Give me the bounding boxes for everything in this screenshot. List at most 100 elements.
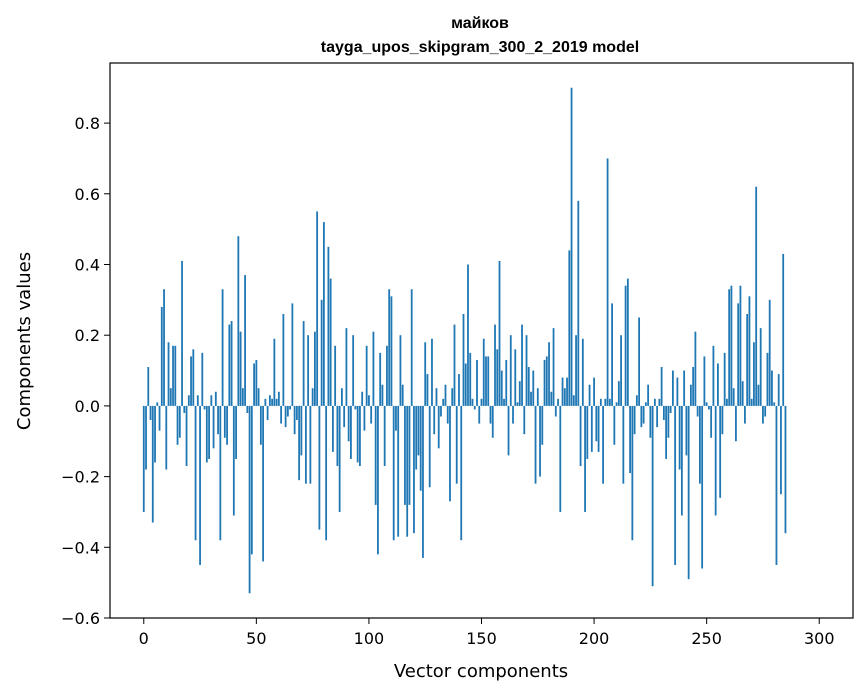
bar — [169, 388, 172, 406]
bar — [174, 345, 177, 406]
bar — [145, 405, 147, 470]
bar — [237, 236, 240, 406]
bar — [417, 405, 420, 456]
bar — [372, 331, 375, 406]
bar — [640, 405, 643, 428]
bar — [530, 391, 532, 406]
bar — [343, 405, 346, 428]
bar — [359, 405, 361, 466]
bar — [399, 335, 402, 406]
bar — [581, 338, 584, 406]
bar — [638, 317, 641, 406]
bar — [419, 405, 422, 491]
bar — [613, 405, 616, 445]
bar — [728, 289, 731, 406]
bar — [775, 405, 778, 565]
x-tick-label: 300 — [804, 629, 835, 648]
bar — [154, 405, 156, 463]
bar — [246, 405, 249, 413]
bar — [437, 405, 440, 449]
bar — [622, 405, 625, 484]
bar — [262, 405, 264, 562]
bar — [282, 313, 285, 406]
bar — [404, 405, 406, 505]
bar — [620, 335, 622, 406]
bar — [390, 296, 393, 406]
bar — [165, 405, 168, 470]
bar — [489, 405, 492, 424]
bar — [705, 402, 708, 406]
bar — [644, 402, 647, 406]
bar — [545, 356, 548, 406]
bar — [167, 342, 170, 406]
bar — [226, 405, 228, 445]
bar — [320, 299, 323, 406]
bar — [280, 405, 283, 424]
bar — [523, 405, 526, 435]
bar — [689, 384, 692, 406]
bar — [617, 381, 620, 406]
bar — [744, 405, 746, 424]
bar — [244, 275, 246, 406]
bar — [694, 331, 697, 406]
bar — [230, 321, 233, 406]
bar — [784, 405, 787, 534]
bar — [194, 405, 197, 541]
bar — [685, 405, 688, 456]
bar — [642, 405, 645, 424]
bar — [332, 405, 334, 452]
bar — [710, 405, 713, 438]
bar — [248, 405, 251, 594]
y-tick-label: −0.2 — [61, 468, 100, 487]
bar — [446, 405, 449, 424]
bar — [151, 405, 154, 523]
bar — [782, 253, 785, 406]
bar — [766, 352, 769, 406]
x-tick-label: 100 — [354, 629, 385, 648]
bar — [471, 398, 474, 406]
bar — [717, 363, 719, 406]
bar — [422, 405, 424, 558]
bar — [273, 338, 276, 406]
x-axis-label: Vector components — [394, 661, 568, 682]
bar — [467, 264, 469, 406]
x-tick-label: 250 — [691, 629, 722, 648]
bar — [771, 370, 773, 406]
x-axis-ticks: 0 50 100 150 200 250 300 — [139, 618, 835, 648]
bar — [575, 335, 577, 406]
bar — [451, 388, 454, 406]
bar — [518, 381, 521, 406]
bar — [176, 405, 179, 445]
bar — [534, 405, 537, 484]
bar — [187, 395, 190, 406]
bar — [687, 405, 690, 580]
bar — [773, 402, 776, 406]
bar — [653, 398, 656, 406]
bar — [408, 405, 411, 505]
bar — [606, 158, 609, 406]
bar — [383, 405, 386, 466]
bar — [178, 405, 181, 438]
bar — [295, 405, 298, 421]
bar — [223, 405, 226, 438]
bar — [462, 313, 465, 406]
bar — [678, 405, 681, 470]
bar — [608, 398, 611, 406]
bar — [410, 289, 413, 406]
bar — [680, 405, 683, 516]
bar — [701, 405, 704, 569]
bar — [271, 398, 274, 406]
x-tick-label: 150 — [466, 629, 497, 648]
bar — [588, 384, 591, 406]
bar — [428, 405, 431, 488]
y-tick-label: −0.4 — [61, 538, 100, 557]
bar — [381, 384, 384, 406]
bar — [286, 405, 289, 417]
bar — [714, 405, 717, 516]
x-tick-label: 200 — [579, 629, 610, 648]
bar — [721, 405, 724, 435]
bar — [692, 367, 695, 406]
bar — [561, 377, 564, 406]
bar — [671, 370, 674, 406]
bar — [338, 405, 341, 512]
